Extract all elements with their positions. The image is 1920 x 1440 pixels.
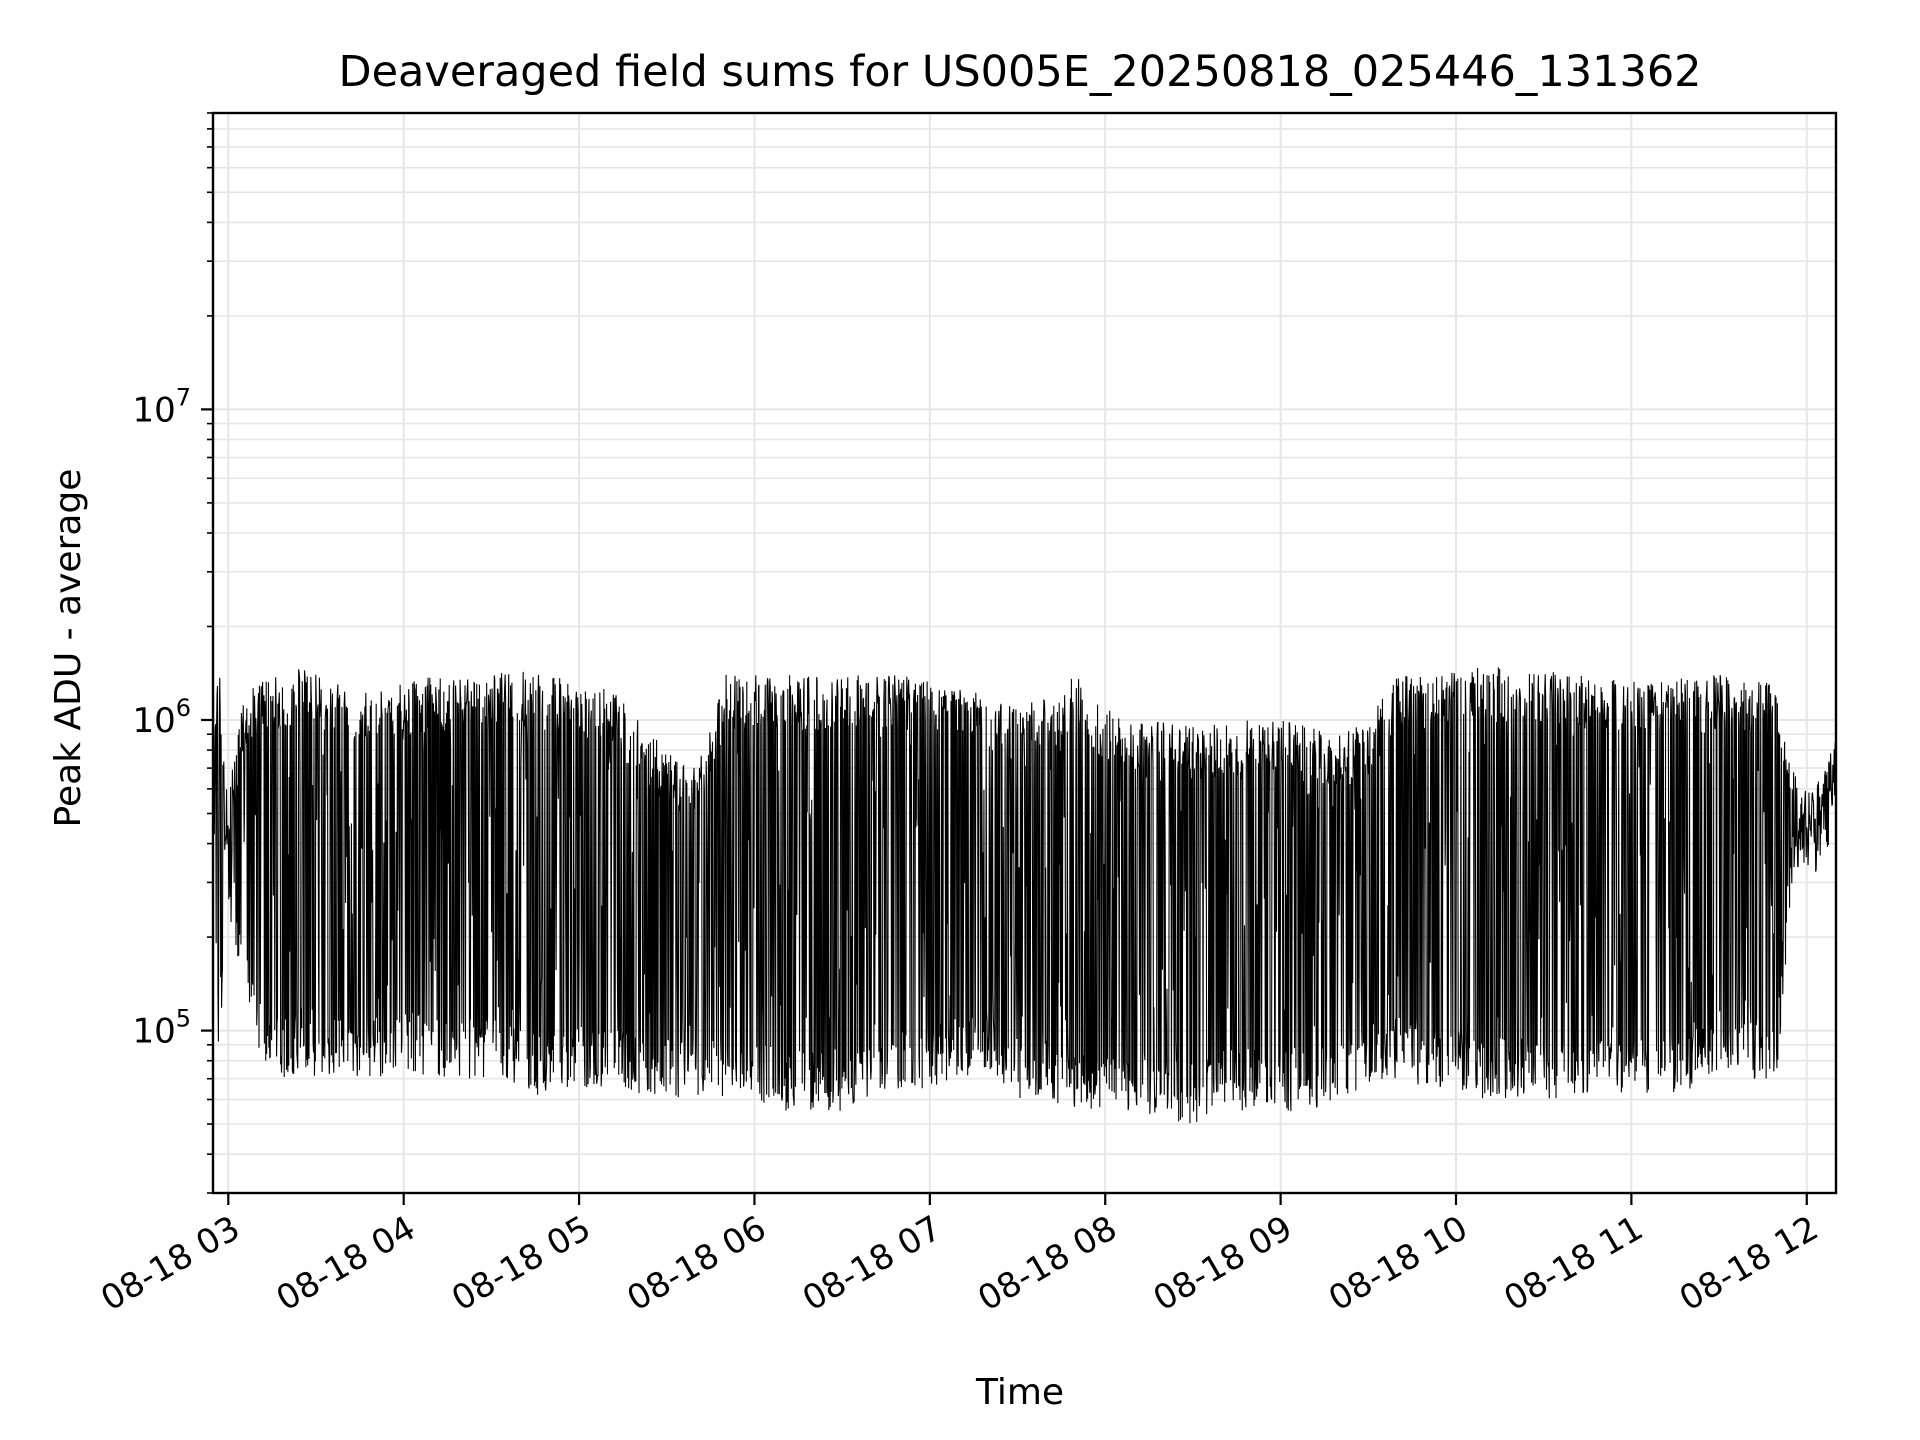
y-axis-label: Peak ADU - average — [48, 469, 89, 828]
y-tick-label: 106 — [132, 694, 191, 741]
chart-title: Deaveraged field sums for US005E_2025081… — [338, 47, 1701, 97]
y-tick-exponent: 5 — [176, 1005, 191, 1033]
y-tick-base: 10 — [132, 701, 175, 741]
y-tick-label: 105 — [132, 1005, 191, 1052]
plot-frame — [211, 111, 1838, 1195]
y-tick-label: 107 — [132, 383, 191, 430]
y-tick-exponent: 6 — [176, 694, 191, 722]
series-line — [212, 146, 1837, 1124]
x-axis-label: Time — [975, 1372, 1064, 1413]
series-peak-adu — [212, 146, 1837, 1124]
y-tick-exponent: 7 — [176, 383, 191, 411]
y-tick-base: 10 — [132, 1012, 175, 1052]
y-tick-base: 10 — [132, 390, 175, 430]
